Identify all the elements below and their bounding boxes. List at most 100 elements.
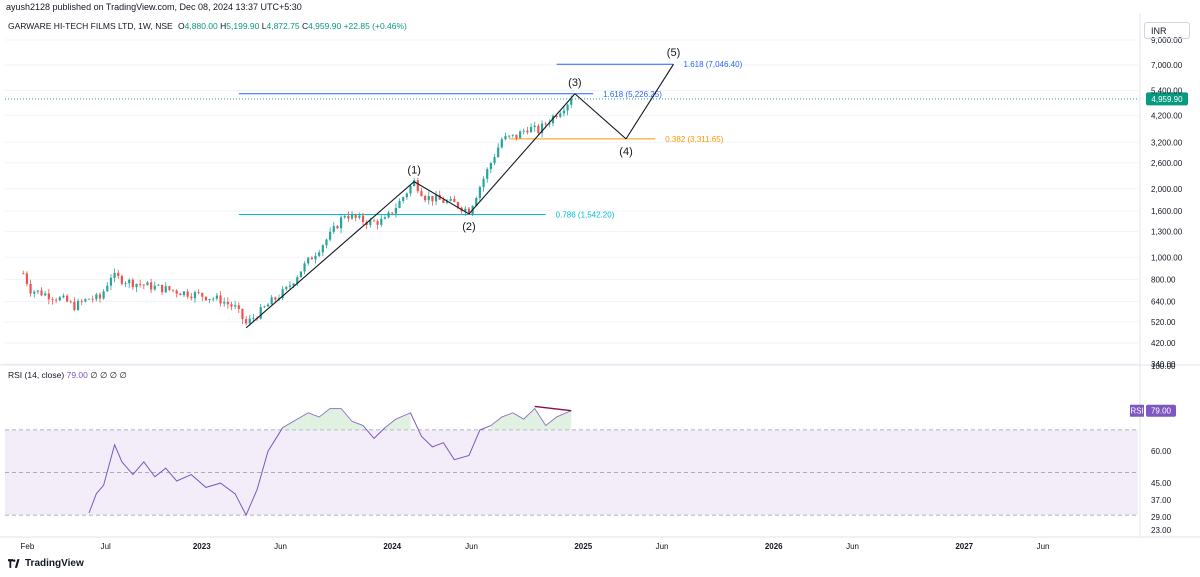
candle-body	[551, 115, 555, 124]
candle-body	[204, 296, 208, 301]
elliott-wave-label: (1)	[407, 165, 420, 177]
candle-body	[533, 125, 536, 128]
candle-body	[230, 304, 233, 307]
candle-body	[559, 113, 562, 117]
rsi-tick-label: 23.00	[1151, 526, 1172, 535]
rsi-overbought-fill	[523, 408, 535, 430]
candle-body	[128, 279, 131, 284]
candle-body	[383, 217, 387, 219]
elliott-wave-lines[interactable]: (1) (2) (3) (4) (5)	[245, 47, 680, 329]
rsi-overbought-fill	[352, 421, 364, 430]
price-tick-label: 2,600.00	[1151, 159, 1183, 168]
rsi-legend: RSI (14, close) 79.00 ∅ ∅ ∅ ∅	[8, 370, 127, 381]
candle-body	[570, 98, 573, 105]
candle-body	[58, 297, 61, 301]
rsi-overbought-fill	[297, 412, 309, 430]
candle-body	[124, 283, 127, 285]
price-tick-label: 1,600.00	[1151, 207, 1183, 216]
candle-body	[562, 110, 566, 114]
fib-level-label: 1.618 (7,046.40)	[684, 60, 743, 69]
candle-body	[248, 318, 251, 324]
candle-body	[318, 252, 321, 256]
currency-button[interactable]: INR	[1144, 22, 1190, 39]
candle-body	[467, 208, 471, 215]
close-label: C	[301, 21, 309, 31]
symbol-legend: GARWARE HI-TECH FILMS LTD, 1W, NSE O4,88…	[8, 21, 407, 31]
fib-level-label: 0.382 (3,311.65)	[665, 135, 723, 144]
candle-body	[179, 293, 182, 296]
candle-body	[73, 301, 76, 311]
rsi-legend-extras: ∅ ∅ ∅ ∅	[90, 370, 127, 380]
price-tick-label: 800.00	[1151, 275, 1176, 284]
candle-body	[372, 220, 376, 222]
candle-body	[387, 212, 390, 218]
rsi-overbought-fill	[319, 408, 331, 430]
candle-body	[504, 136, 507, 140]
candle-body	[157, 284, 160, 286]
price-tick-label: 520.00	[1151, 318, 1176, 327]
x-tick-label: Jun	[274, 542, 287, 551]
candle-body	[511, 134, 514, 136]
tradingview-brand[interactable]: TradingView	[8, 558, 84, 569]
candle-body	[95, 294, 98, 300]
candle-body	[102, 291, 105, 299]
candle-body	[117, 272, 120, 277]
x-tick-label: Jun	[846, 542, 859, 551]
candle-body	[416, 180, 419, 192]
candle-body	[69, 301, 72, 303]
x-tick-label: 2025	[574, 542, 592, 551]
candle-body	[139, 283, 142, 285]
price-tick-label: 2,000.00	[1151, 185, 1183, 194]
candle-body	[91, 298, 94, 300]
candle-body	[380, 218, 383, 225]
elliott-wave-label: (2)	[462, 221, 475, 233]
candle-body	[259, 307, 262, 319]
candle-body	[263, 306, 266, 308]
candle-body	[486, 169, 489, 179]
candle-body	[493, 157, 496, 164]
elliott-wave-label: (3)	[568, 77, 581, 89]
elliott-wave-label: (4)	[619, 146, 632, 158]
candle-body	[405, 193, 408, 198]
candle-body	[190, 296, 193, 299]
rsi-line	[88, 405, 572, 517]
candle-body	[223, 301, 226, 304]
candle-body	[540, 123, 544, 134]
candle-body	[80, 300, 83, 302]
candle-body	[153, 285, 156, 290]
candle-body	[427, 195, 430, 201]
candle-body	[25, 273, 29, 284]
fib-level-label: 0.786 (1,542.20)	[556, 210, 615, 219]
last-price-label: 4,959.90	[1151, 95, 1183, 104]
high-label: H	[220, 21, 227, 31]
candle-body	[245, 319, 248, 324]
price-tick-label: 3,200.00	[1151, 138, 1183, 147]
candle-body	[420, 191, 423, 197]
rsi-value-label: 79.00	[1151, 407, 1172, 416]
candle-body	[449, 198, 452, 201]
candle-body	[62, 295, 65, 298]
candle-body	[252, 318, 255, 320]
candle-body	[186, 291, 189, 297]
candle-body	[369, 220, 372, 226]
candle-body	[171, 289, 175, 291]
candle-body	[266, 304, 270, 307]
high-value: 5,199.90	[226, 21, 260, 31]
candle-body	[182, 291, 186, 296]
rsi-name-tag	[1130, 404, 1144, 417]
close-value: 4,959.90	[308, 21, 342, 31]
fib-level-label: 1.618 (5,226.25)	[603, 90, 662, 99]
candle-body	[98, 294, 102, 299]
candle-body	[347, 215, 350, 219]
change-value: +22.85 (+0.46%)	[343, 21, 407, 31]
candle-body	[497, 147, 500, 158]
fibonacci-levels[interactable]: 1.618 (7,046.40) 1.618 (5,226.25) 0.382 (3…	[238, 60, 743, 219]
price-grid	[0, 14, 1200, 538]
candle-body	[175, 290, 178, 294]
rsi-overbought-fill	[341, 408, 353, 430]
candle-body	[55, 299, 58, 301]
candle-body	[106, 285, 109, 292]
price-tick-label: 4,200.00	[1151, 111, 1183, 120]
candle-body	[350, 214, 354, 219]
